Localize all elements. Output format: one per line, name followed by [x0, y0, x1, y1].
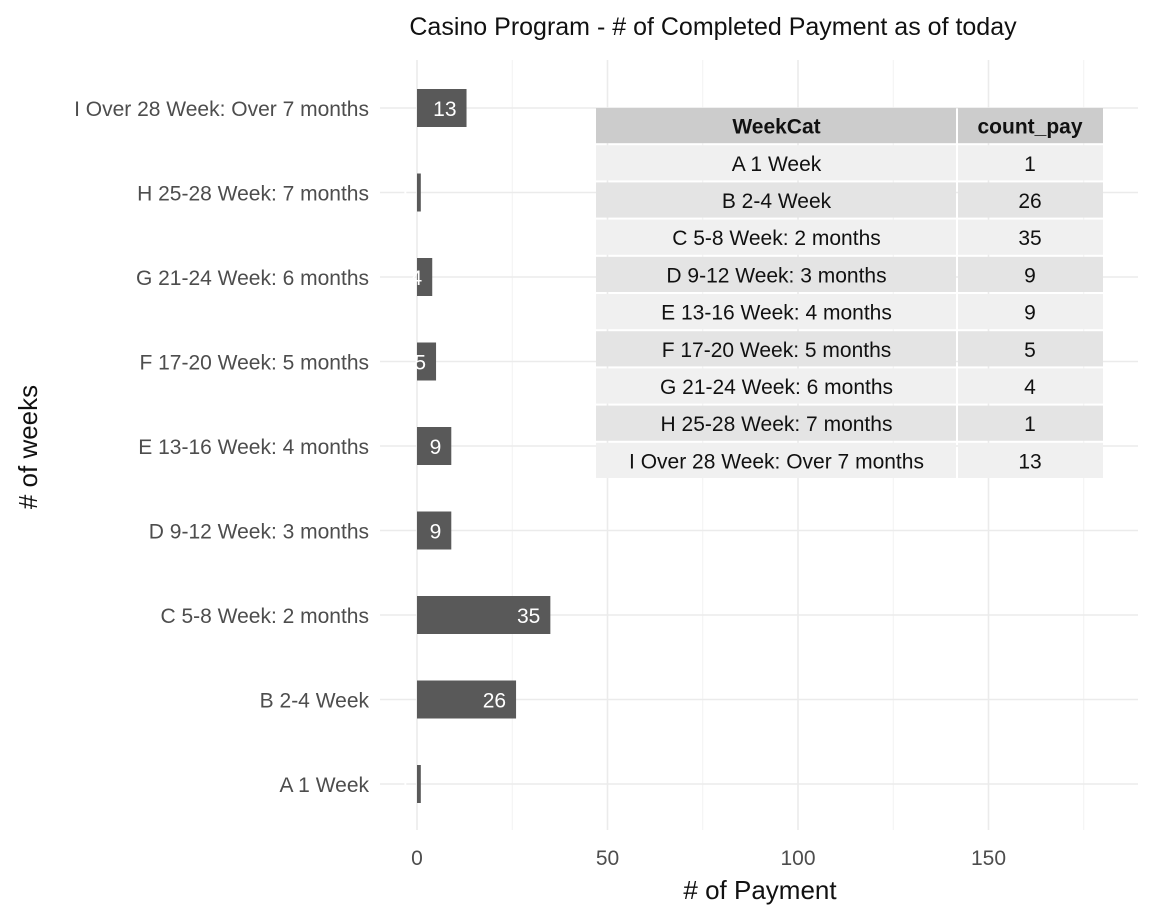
table-cell-bg [958, 331, 1103, 367]
bar-value-label: 1 [399, 774, 411, 797]
table-cell-bg [596, 256, 956, 292]
x-tick-label: 0 [411, 847, 423, 870]
x-tick-label: 150 [971, 847, 1006, 870]
table-cell-text: B 2-4 Week [722, 190, 832, 213]
table-cell-bg [596, 442, 956, 478]
table-cell-text: F 17-20 Week: 5 months [662, 339, 892, 362]
bar [417, 173, 421, 212]
bar [417, 89, 467, 127]
category-label: D 9-12 Week: 3 months [149, 521, 369, 544]
category-label: C 5-8 Week: 2 months [160, 605, 369, 628]
bar-value-label: 5 [414, 352, 426, 375]
category-label: G 21-24 Week: 6 months [136, 267, 369, 290]
bar [417, 342, 437, 381]
bar-value-label: 9 [430, 521, 442, 544]
table-header-text: count_pay [977, 116, 1082, 139]
table-cell-bg [596, 331, 956, 367]
table-cell-text: 1 [1024, 153, 1036, 176]
bar-value-labels: 1 26 35 9 9 5 4 1 13 [399, 98, 540, 797]
table-cell-bg [596, 294, 956, 330]
table-cell-bg [958, 368, 1103, 404]
table-cell-text: E 13-16 Week: 4 months [661, 302, 892, 325]
table-cell-bg [596, 405, 956, 441]
table-cell-bg [596, 145, 956, 181]
bar-value-label: 13 [433, 98, 456, 121]
table-cell-text: C 5-8 Week: 2 months [672, 227, 881, 250]
table-header-cell [958, 108, 1103, 144]
table-cell-bg [958, 294, 1103, 330]
category-labels: A 1 Week B 2-4 Week C 5-8 Week: 2 months D … [74, 98, 369, 797]
table-cell-text: 5 [1024, 339, 1036, 362]
table-cell-text: I Over 28 Week: Over 7 months [629, 450, 924, 473]
table-cell-text: A 1 Week [732, 153, 822, 176]
table-cell-text: 35 [1018, 227, 1041, 250]
table-cell-text: 9 [1024, 264, 1036, 287]
table-cell-bg [958, 442, 1103, 478]
bars [417, 89, 551, 803]
table-cell-bg [596, 219, 956, 255]
x-tick-label: 100 [780, 847, 815, 870]
table-cell-bg [958, 219, 1103, 255]
table-cell-bg [958, 256, 1103, 292]
table-cell-bg [596, 368, 956, 404]
bar [417, 258, 433, 296]
table-cell-bg [958, 145, 1103, 181]
table-cell-bg [596, 182, 956, 218]
bar-value-label: 1 [399, 183, 411, 206]
table-cell-text: G 21-24 Week: 6 months [660, 376, 893, 399]
bar-value-label: 9 [430, 436, 442, 459]
x-tick-labels: 0 50 100 150 [411, 847, 1006, 870]
table-cell-text: D 9-12 Week: 3 months [666, 264, 886, 287]
x-tick-label: 50 [596, 847, 619, 870]
table-header-cell [596, 108, 956, 144]
table-cell-text: 13 [1018, 450, 1041, 473]
chart-title: Casino Program - # of Completed Payment … [409, 13, 1017, 41]
data-table: WeekCat count_pay A 1 Week 1 B 2-4 Week 26 C 5… [596, 108, 1103, 478]
category-label: I Over 28 Week: Over 7 months [74, 98, 369, 121]
bar [417, 680, 517, 719]
bar [417, 765, 421, 803]
table-cell-text: 9 [1024, 302, 1036, 325]
category-label: A 1 Week [280, 774, 370, 797]
table-cell-text: 26 [1018, 190, 1041, 213]
category-label: F 17-20 Week: 5 months [139, 352, 369, 375]
bar-value-label: 35 [517, 605, 540, 628]
x-axis-title: # of Payment [683, 875, 837, 905]
table-cell-text: H 25-28 Week: 7 months [661, 413, 893, 436]
category-label: B 2-4 Week [260, 690, 370, 713]
category-label: H 25-28 Week: 7 months [137, 183, 369, 206]
table-cell-text: 1 [1024, 413, 1036, 436]
category-label: E 13-16 Week: 4 months [138, 436, 369, 459]
bar [417, 596, 551, 634]
table-cell-text: 4 [1024, 376, 1036, 399]
table-cell-bg [958, 182, 1103, 218]
bar [417, 427, 452, 465]
bar-value-label: 26 [483, 690, 506, 713]
y-axis-title: # of weeks [13, 385, 43, 509]
bar-value-label: 4 [411, 267, 423, 290]
table-header-text: WeekCat [732, 116, 820, 139]
table-cell-bg [958, 405, 1103, 441]
bar [417, 511, 452, 550]
